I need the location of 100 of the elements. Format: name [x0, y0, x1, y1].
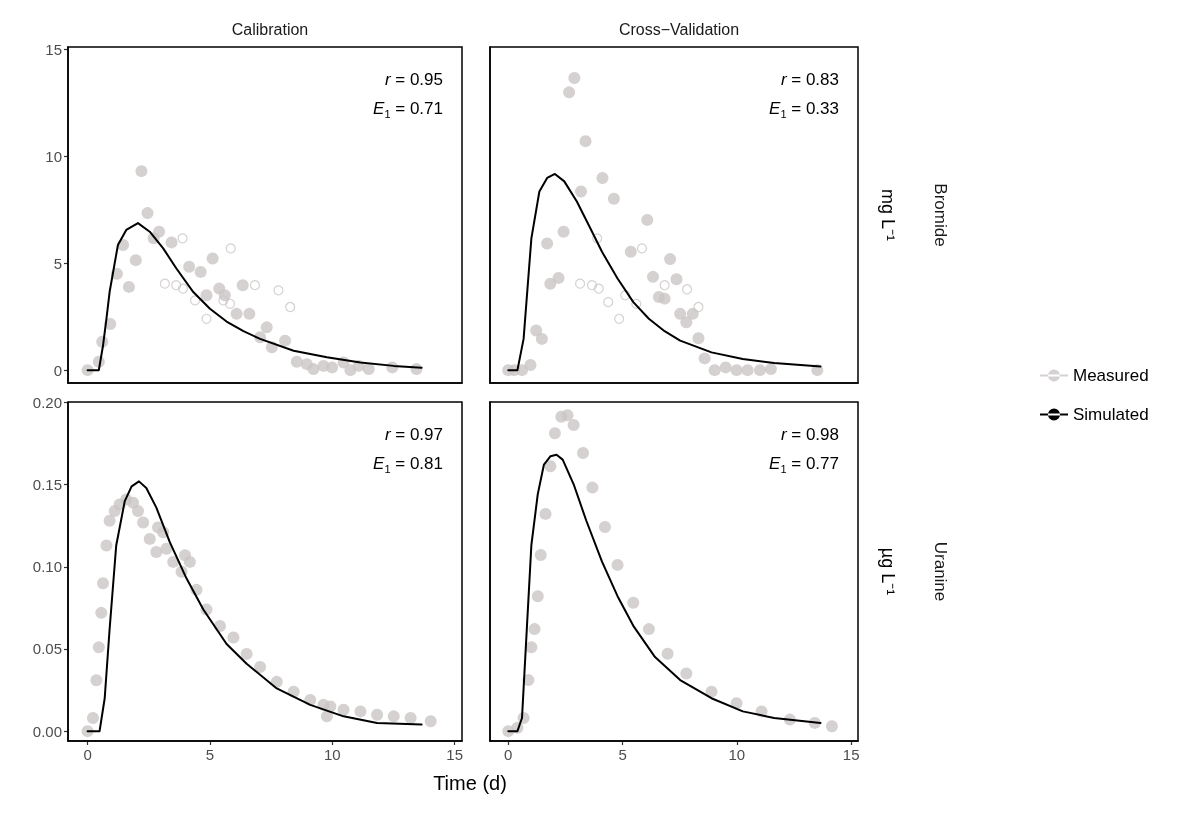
- y2-axis-title: Uranine: [930, 541, 950, 602]
- point: [586, 481, 599, 494]
- point: [194, 265, 207, 278]
- y-tick-label: 0.00: [32, 722, 62, 740]
- point: [153, 225, 166, 238]
- point: [708, 364, 721, 377]
- point: [129, 254, 142, 267]
- point: [586, 280, 598, 291]
- point: [680, 316, 693, 329]
- point: [753, 364, 766, 377]
- x-axis-title: Time (d): [433, 772, 507, 795]
- point: [86, 712, 99, 724]
- point: [627, 596, 640, 609]
- point: [167, 555, 180, 568]
- point: [141, 207, 154, 220]
- point: [680, 667, 693, 680]
- point: [535, 332, 548, 345]
- point: [603, 297, 614, 308]
- point: [764, 363, 777, 376]
- point: [354, 705, 367, 718]
- point: [593, 283, 604, 294]
- point: [260, 321, 273, 334]
- point: [337, 703, 350, 716]
- point: [661, 647, 674, 660]
- point: [541, 237, 554, 250]
- legend-label: Simulated: [1073, 405, 1149, 424]
- point: [698, 352, 711, 365]
- y-axis-title: mg L⁻¹: [878, 188, 898, 242]
- point: [552, 271, 565, 284]
- point: [620, 290, 631, 301]
- point: [539, 507, 552, 520]
- point: [103, 514, 116, 527]
- point: [574, 185, 587, 198]
- point: [528, 623, 541, 636]
- point: [574, 278, 586, 289]
- point: [362, 363, 375, 376]
- point: [563, 86, 576, 99]
- x-tick-label: 10: [323, 746, 341, 763]
- annotation: r = 0.97: [384, 425, 444, 444]
- point: [624, 245, 637, 258]
- x-tick-label: 10: [728, 746, 746, 763]
- annotation: r = 0.83: [780, 70, 840, 89]
- x-tick-label: 5: [618, 746, 627, 763]
- point: [206, 252, 219, 265]
- point: [404, 712, 417, 724]
- point: [534, 549, 547, 562]
- point: [658, 292, 671, 305]
- point: [279, 334, 292, 347]
- point: [607, 192, 620, 205]
- point: [664, 253, 677, 266]
- x-tick-label: 15: [842, 746, 860, 763]
- point: [177, 233, 188, 244]
- point: [674, 307, 687, 320]
- y-tick-label: 0.20: [32, 394, 62, 411]
- point: [200, 289, 213, 302]
- point: [641, 213, 654, 226]
- point: [579, 135, 592, 148]
- point: [646, 270, 659, 283]
- point: [614, 313, 625, 324]
- point: [307, 363, 320, 376]
- point: [598, 521, 611, 534]
- point: [611, 558, 624, 571]
- point: [95, 606, 108, 619]
- y-tick-label: 10: [45, 147, 62, 165]
- point: [97, 577, 109, 590]
- point: [577, 447, 590, 460]
- point: [730, 364, 743, 377]
- point: [100, 539, 113, 552]
- point: [544, 277, 557, 290]
- point: [183, 555, 196, 568]
- y2-axis-title: Bromide: [930, 183, 950, 247]
- point: [670, 273, 683, 286]
- point: [719, 361, 732, 374]
- annotation: r = 0.98: [780, 425, 840, 444]
- point: [171, 280, 182, 291]
- point: [524, 359, 537, 372]
- point: [693, 301, 704, 313]
- point: [631, 298, 642, 309]
- point: [561, 409, 574, 422]
- point: [122, 280, 135, 293]
- chart-title: Cross−Validation: [618, 20, 740, 38]
- point: [692, 332, 705, 345]
- chart-title: Calibration: [231, 20, 309, 38]
- point: [249, 280, 261, 291]
- point: [659, 280, 670, 291]
- point: [230, 307, 243, 320]
- point: [201, 313, 212, 324]
- y-tick-label: 0.10: [32, 558, 62, 576]
- point: [240, 647, 253, 660]
- point: [741, 364, 754, 377]
- point: [636, 243, 648, 254]
- y-tick-label: 0.05: [32, 640, 62, 658]
- y-tick-label: 0: [53, 361, 62, 379]
- point: [218, 295, 229, 306]
- point: [150, 546, 163, 559]
- point: [568, 72, 581, 85]
- point: [236, 279, 249, 292]
- x-tick-label: 0: [83, 746, 92, 763]
- point: [642, 623, 655, 636]
- point: [273, 285, 284, 296]
